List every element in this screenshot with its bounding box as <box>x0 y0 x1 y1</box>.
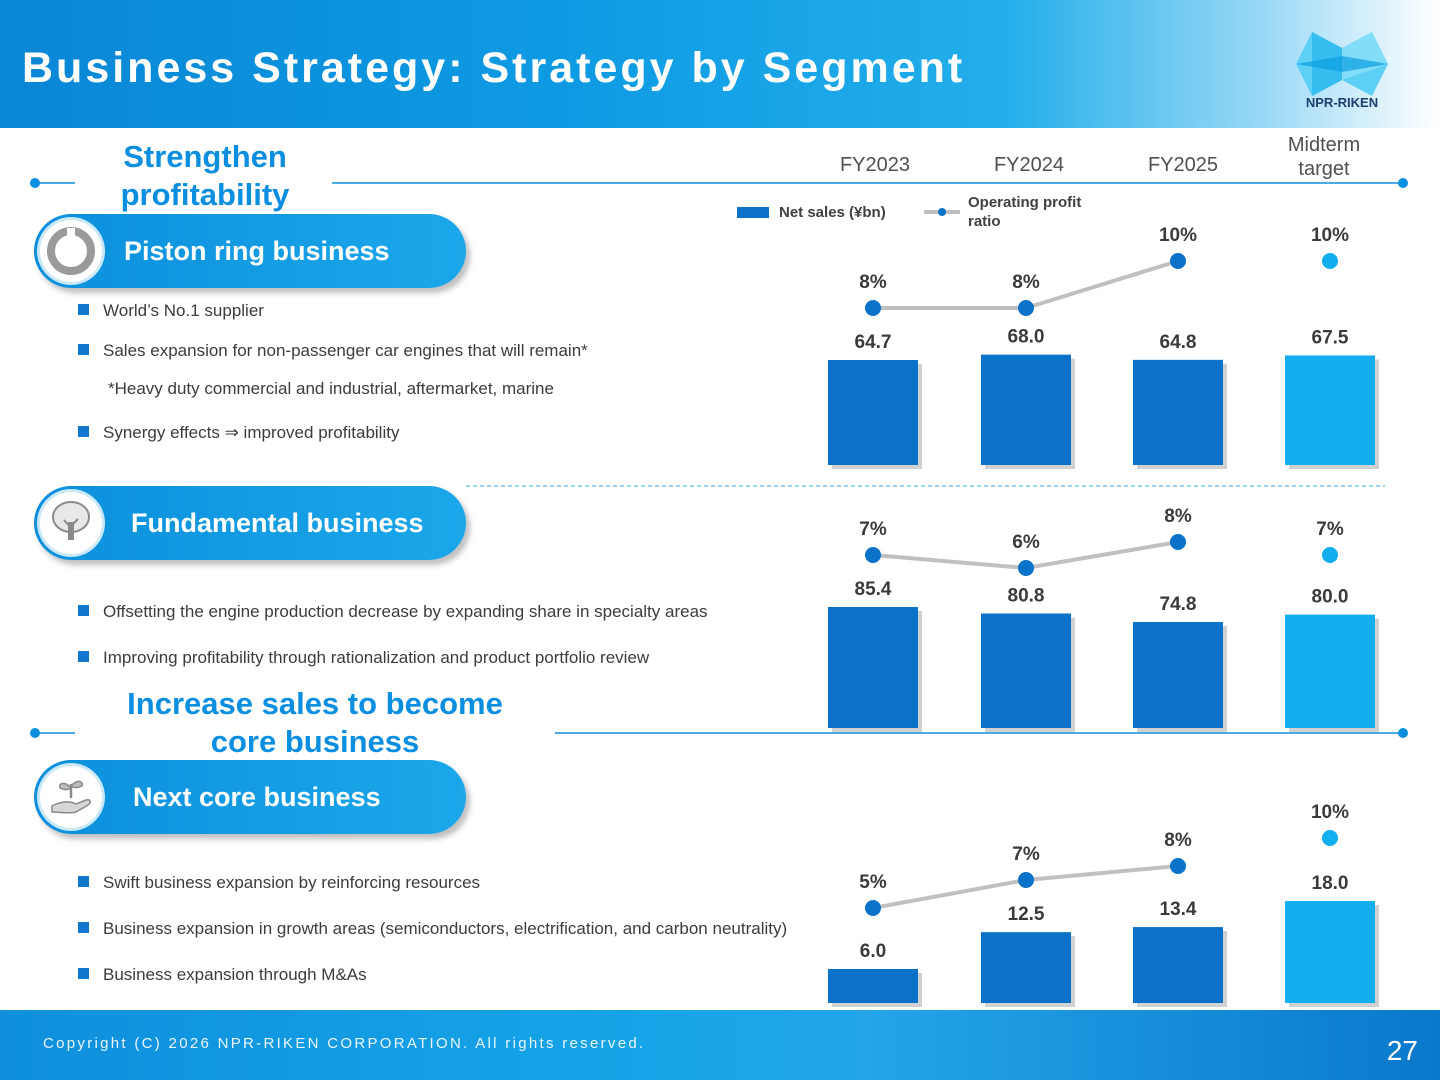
net-sales-label: 64.8 <box>1160 332 1197 353</box>
bullet-item: Synergy effects ⇒ improved profitability <box>78 423 399 443</box>
piston-ring-icon <box>40 220 102 282</box>
op-ratio-label: 6% <box>1012 532 1040 553</box>
net-sales-bar <box>1133 622 1223 728</box>
net-sales-label: 12.5 <box>1008 904 1045 925</box>
divider-dot <box>30 178 40 188</box>
net-sales-bar <box>981 613 1071 728</box>
op-ratio-point <box>1018 300 1034 316</box>
heading-increase-sales: Increase sales to become core business <box>127 686 503 759</box>
op-ratio-label: 10% <box>1159 225 1197 246</box>
net-sales-bar <box>1285 355 1375 465</box>
divider-dot <box>1398 178 1408 188</box>
legend-net-sales: Net sales (¥bn) <box>779 204 886 221</box>
divider-dot <box>1398 728 1408 738</box>
pill-label: Piston ring business <box>124 236 390 266</box>
bullet-item: Business expansion in growth areas (semi… <box>78 919 787 939</box>
page-number: 27 <box>1386 1035 1418 1066</box>
op-ratio-point <box>1170 253 1186 269</box>
op-ratio-point <box>1018 560 1034 576</box>
net-sales-label: 68.0 <box>1008 327 1045 348</box>
tree-icon <box>40 492 102 554</box>
op-ratio-point <box>1018 872 1034 888</box>
pill-piston-ring-business: Piston ring business <box>34 214 466 288</box>
divider-dot <box>30 728 40 738</box>
net-sales-bar <box>1133 359 1223 465</box>
net-sales-label: 85.4 <box>855 579 892 600</box>
column-midterm-target: Midterm target <box>1287 134 1361 180</box>
bullet-item: Improving profitability through rational… <box>78 648 649 668</box>
column-fy2024: FY2024 <box>993 154 1065 176</box>
pill-label: Next core business <box>133 782 381 812</box>
op-ratio-label: 7% <box>859 519 887 540</box>
net-sales-label: 6.0 <box>860 941 886 962</box>
header-banner <box>0 0 1440 128</box>
copyright-text: Copyright (C) 2026 NPR-RIKEN CORPORATION… <box>43 1035 646 1052</box>
net-sales-label: 74.8 <box>1160 594 1197 615</box>
op-ratio-point <box>1170 534 1186 550</box>
net-sales-label: 18.0 <box>1312 873 1349 894</box>
op-ratio-point <box>865 547 881 563</box>
op-ratio-label: 10% <box>1311 225 1349 246</box>
bullet-item: World’s No.1 supplier <box>78 301 264 321</box>
net-sales-bar <box>1285 901 1375 1003</box>
column-fy2025: FY2025 <box>1147 154 1219 176</box>
footnote-text: *Heavy duty commercial and industrial, a… <box>108 379 554 398</box>
bullet-item: Sales expansion for non-passenger car en… <box>78 341 588 361</box>
net-sales-label: 80.0 <box>1312 587 1349 608</box>
pill-fundamental-business: Fundamental business <box>34 486 466 560</box>
npr-riken-logo-icon <box>1296 32 1388 96</box>
op-ratio-point <box>1322 547 1338 563</box>
pill-label: Fundamental business <box>131 508 424 538</box>
net-sales-bar <box>828 969 918 1003</box>
net-sales-label: 13.4 <box>1160 899 1197 920</box>
bullet-item: Business expansion through M&As <box>78 965 367 985</box>
op-ratio-label: 8% <box>1012 272 1040 293</box>
op-ratio-label: 8% <box>1164 830 1192 851</box>
net-sales-bar <box>1133 927 1223 1003</box>
op-ratio-label: 5% <box>859 872 887 893</box>
net-sales-bar <box>828 360 918 465</box>
op-ratio-point <box>865 900 881 916</box>
net-sales-label: 67.5 <box>1312 327 1349 348</box>
net-sales-label: 80.8 <box>1008 586 1045 607</box>
heading-strengthen-profitability: Strengthen profitability <box>120 139 290 212</box>
op-ratio-point <box>1322 253 1338 269</box>
legend-op-ratio: Operating profit ratio <box>968 194 1082 230</box>
footer-bar <box>0 1010 1440 1080</box>
net-sales-bar <box>981 932 1071 1003</box>
op-ratio-label: 8% <box>1164 506 1192 527</box>
page-title: Business Strategy: Strategy by Segment <box>22 44 966 92</box>
op-ratio-label: 8% <box>859 272 887 293</box>
net-sales-bar <box>1285 614 1375 728</box>
net-sales-bar <box>981 354 1071 465</box>
net-sales-bar <box>828 607 918 728</box>
op-ratio-label: 10% <box>1311 802 1349 823</box>
op-ratio-label: 7% <box>1012 844 1040 865</box>
bullet-item: Swift business expansion by reinforcing … <box>78 873 480 893</box>
bullet-item: Offsetting the engine production decreas… <box>78 602 708 622</box>
op-ratio-point <box>1322 830 1338 846</box>
sprout-hand-icon <box>40 766 102 828</box>
net-sales-label: 64.7 <box>855 332 892 353</box>
op-ratio-point <box>1170 858 1186 874</box>
pill-next-core-business: Next core business <box>34 760 466 834</box>
logo-wordmark: NPR-RIKEN <box>1305 95 1379 110</box>
op-ratio-label: 7% <box>1316 519 1344 540</box>
op-ratio-point <box>865 300 881 316</box>
legend-line-icon <box>924 208 960 216</box>
legend-net-sales-swatch <box>737 207 769 218</box>
column-fy2023: FY2023 <box>839 154 911 176</box>
